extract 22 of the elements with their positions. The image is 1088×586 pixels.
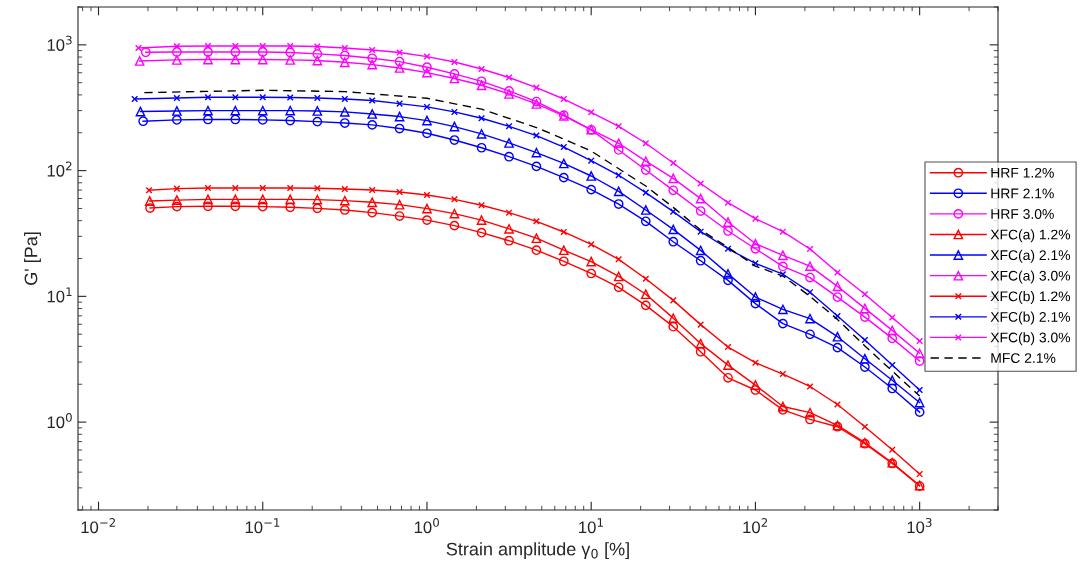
legend-label: XFC(a) 3.0% [990,270,1071,284]
x-tick-label: 10$^{−2}$ [81,518,115,534]
x-tick-label: 10$^{0}$ [414,518,439,534]
legend-label: XFC(b) 1.2% [990,291,1071,304]
x-tick-label: 10$^{1}$ [579,518,603,534]
legend-label: MFC 2.1% [991,353,1056,363]
legend-label: HRF 2.1% [991,188,1054,199]
y-tick-label: 10$^{1}$ [47,287,72,303]
x-axis-title: Strain amplitude γ$_{0}$ [%] [446,542,629,560]
legend-label: XFC(b) 2.1% [990,311,1071,325]
x-tick-label: 10$^{3}$ [907,518,932,534]
legend-label: HRF 1.2% [991,167,1054,178]
y-tick-label: 10$^{3}$ [47,35,72,51]
y-tick-label: 10$^{2}$ [47,161,72,177]
legend-label: XFC(a) 1.2% [990,229,1071,243]
y-tick-label: 10$^{0}$ [47,412,72,429]
y-axis-title: G' [Pa] [24,232,41,285]
legend-label: XFC(b) 3.0% [990,332,1071,346]
x-tick-label: 10$^{2}$ [743,518,768,534]
legend-label: HRF 3.0% [991,209,1054,219]
x-tick-label: 10$^{−1}$ [245,518,280,534]
legend-label: XFC(a) 2.1% [990,249,1071,263]
